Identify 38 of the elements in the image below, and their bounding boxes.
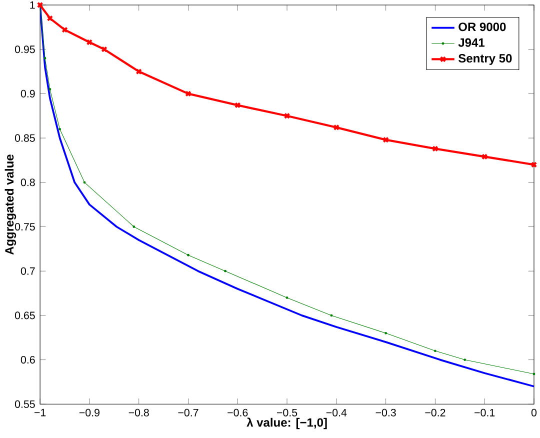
y-tick-label: 1 bbox=[30, 1, 35, 9]
point bbox=[284, 112, 290, 119]
y-tick-label: 0.95 bbox=[14, 45, 35, 54]
x-axis-title: λ value: [−1,0] bbox=[246, 417, 327, 429]
y-axis-title: Aggregated value bbox=[4, 154, 16, 255]
point bbox=[46, 15, 54, 22]
x-tick-label: −0.4 bbox=[326, 408, 347, 416]
x-tick-label: −1 bbox=[34, 408, 46, 416]
x-tick-label: −0.7 bbox=[178, 408, 198, 416]
y-tick-label: 0.65 bbox=[14, 312, 35, 320]
x-tick-label: −0.2 bbox=[425, 408, 446, 416]
legend-label: OR 9000 bbox=[458, 22, 506, 31]
point bbox=[86, 39, 93, 46]
point bbox=[185, 90, 192, 97]
point bbox=[62, 26, 68, 33]
y-tick-label: 0.6 bbox=[20, 356, 35, 364]
point bbox=[382, 136, 389, 143]
y-tick-label: 0.7 bbox=[20, 267, 35, 275]
x-tick-label: 0 bbox=[531, 408, 537, 416]
point bbox=[432, 145, 438, 152]
y-tick-label: 0.55 bbox=[14, 400, 35, 408]
point bbox=[481, 153, 488, 160]
y-tick-label: 0.75 bbox=[14, 222, 35, 230]
x-tick-label: −0.3 bbox=[376, 408, 396, 416]
point bbox=[234, 102, 241, 108]
x-tick-label: −0.5 bbox=[277, 408, 298, 416]
x-tick-label: −0.1 bbox=[474, 408, 495, 416]
x-tick-label: −0.6 bbox=[228, 408, 248, 416]
y-tick-label: 0.8 bbox=[20, 178, 35, 186]
point bbox=[136, 68, 142, 75]
y-tick-label: 0.85 bbox=[14, 134, 35, 142]
y-tick-label: 0.9 bbox=[20, 90, 35, 98]
x-tick-label: −0.9 bbox=[79, 408, 100, 416]
point bbox=[101, 46, 108, 52]
x-tick-label: −0.8 bbox=[128, 408, 149, 416]
legend-label: J941 bbox=[458, 38, 485, 47]
point bbox=[333, 124, 340, 130]
legend-label: Sentry 50 bbox=[458, 54, 512, 65]
